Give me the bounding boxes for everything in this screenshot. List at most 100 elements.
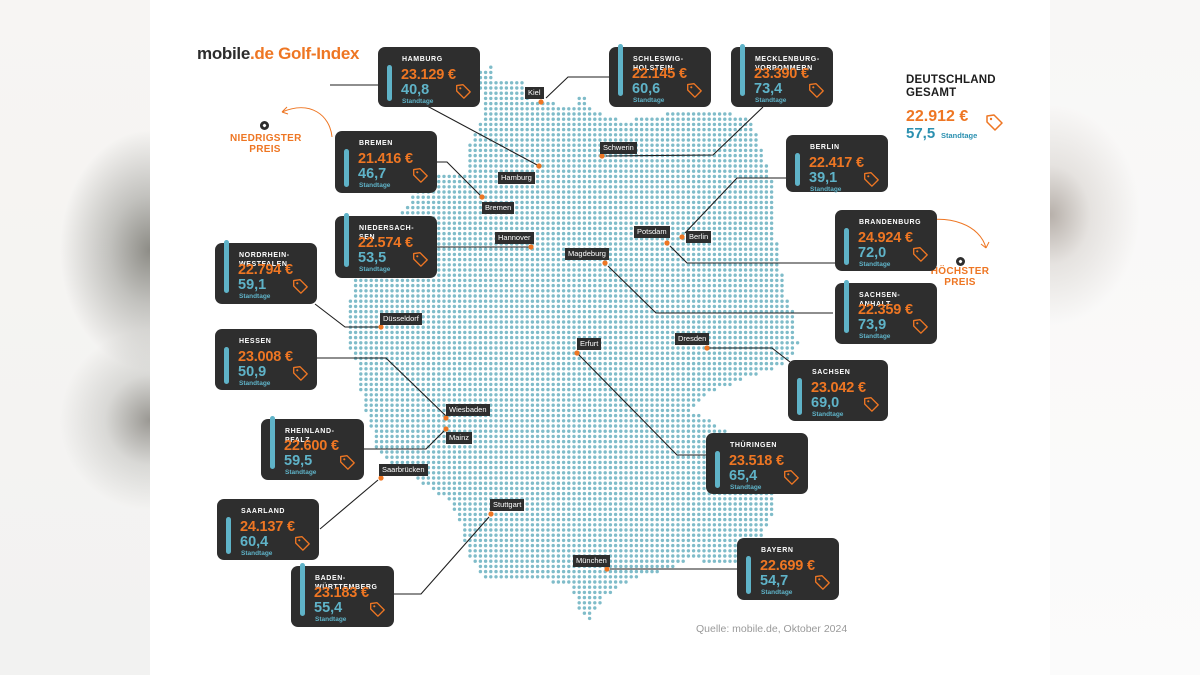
state-days: 59,5 [284, 453, 313, 469]
connector-line-hessen [315, 357, 447, 417]
state-card-sachsen-anhalt[interactable]: SACHSEN- ANHALT 22.359 €73,9 Standtage [835, 280, 937, 344]
teal-indicator-bar [300, 563, 305, 616]
state-days-label: Standtage [359, 266, 391, 273]
city-marker-hamburg[interactable] [536, 163, 542, 169]
state-card-brandenburg[interactable]: BRANDENBURG 24.924 €72,0 Standtage [835, 210, 937, 271]
city-marker-schleswig-holstein[interactable] [538, 99, 544, 105]
national-days: 57,5 [906, 125, 936, 142]
state-days: 73,4 [754, 81, 783, 97]
city-label-saarland: Saarbrücken [379, 464, 428, 476]
city-marker-bayern[interactable] [604, 566, 610, 572]
index-title: Golf-Index [278, 44, 360, 63]
connector-line-saarland [319, 479, 379, 530]
price-tag-icon [291, 277, 309, 295]
state-days: 73,9 [858, 317, 887, 333]
city-marker-thueringen[interactable] [574, 350, 580, 356]
teal-indicator-bar [387, 65, 392, 101]
connector-line-brandenburg [669, 245, 835, 264]
teal-indicator-bar [344, 213, 349, 267]
state-card-sachsen[interactable]: SACHSEN 23.042 €69,0 Standtage [788, 360, 888, 421]
brand-name: mobile [197, 44, 250, 63]
teal-indicator-bar [226, 517, 231, 554]
state-card-thueringen[interactable]: THÜRINGEN 23.518 €65,4 Standtage [706, 433, 808, 494]
state-name: SCHLESWIG- HOLSTEIN [633, 56, 684, 72]
state-card-schleswig-holstein[interactable]: SCHLESWIG- HOLSTEIN 22.145 €60,6 Standtage [609, 44, 711, 107]
city-marker-saarland[interactable] [378, 475, 384, 481]
national-days-label: Standtage [941, 131, 978, 140]
connector-line-bremen [437, 161, 483, 198]
state-name: BREMEN [359, 140, 393, 147]
state-name: SACHSEN [812, 369, 851, 376]
state-card-berlin[interactable]: BERLIN 22.417 €39,1 Standtage [786, 135, 888, 193]
state-card-niedersachsen[interactable]: NIEDERSACH- SEN 22.574 €53,5 Standtage [335, 213, 437, 278]
state-price: 22.145 € [632, 66, 687, 82]
state-card-mecklenburg-vorpommern[interactable]: MECKLENBURG- VORPOMMERN 23.390 €73,4 Stand… [731, 44, 833, 107]
teal-indicator-bar [344, 149, 349, 187]
price-tag-icon [911, 317, 929, 335]
city-label-hessen: Wiesbaden [446, 404, 490, 416]
city-marker-baden-wuerttemberg[interactable] [488, 511, 494, 517]
state-days-label: Standtage [761, 589, 793, 596]
highest-price-callout: HÖCHSTER PREIS [925, 266, 995, 288]
state-card-bayern[interactable]: BAYERN 22.699 €54,7 Standtage [737, 538, 839, 600]
state-card-bremen[interactable]: BREMEN 21.416 €46,7 Standtage [335, 131, 437, 193]
teal-indicator-bar [797, 378, 802, 415]
city-label-bayern: München [573, 555, 610, 567]
brand-dot-de: .de [250, 44, 274, 63]
city-label-brandenburg: Potsdam [634, 226, 670, 238]
state-days-label: Standtage [730, 484, 762, 491]
state-name: BADEN- WÜRTTEMBERG [315, 575, 378, 591]
city-marker-rheinland-pfalz[interactable] [443, 426, 449, 432]
state-days-label: Standtage [402, 98, 434, 105]
price-tag-icon [862, 170, 880, 188]
city-marker-sachsen-anhalt[interactable] [602, 260, 608, 266]
state-days: 60,4 [240, 534, 269, 550]
lowest-price-pin-icon [260, 121, 269, 130]
state-days: 54,7 [760, 573, 789, 589]
city-label-rheinland-pfalz: Mainz [446, 432, 473, 444]
price-tag-icon [291, 364, 309, 382]
connector-line-rheinland-pfalz [364, 430, 445, 450]
state-days-label: Standtage [239, 293, 271, 300]
city-marker-mecklenburg-vorpommern[interactable] [599, 153, 605, 159]
city-marker-niedersachsen[interactable] [528, 244, 534, 250]
teal-indicator-bar [224, 347, 229, 384]
city-marker-hessen[interactable] [443, 415, 449, 421]
state-price: 23.042 € [811, 380, 866, 396]
connector-line-baden-wuerttemberg [394, 516, 490, 595]
state-card-rheinland-pfalz[interactable]: RHEINLAND- PFALZ 22.600 €59,5 Standtage [261, 416, 364, 480]
state-card-hamburg[interactable]: HAMBURG 23.129 €40,8 Standtage [378, 47, 480, 107]
state-card-baden-wuerttemberg[interactable]: BADEN- WÜRTTEMBERG 23.183 €55,4 Standtage [291, 563, 394, 627]
city-marker-sachsen[interactable] [704, 345, 710, 351]
state-days-label: Standtage [810, 186, 842, 193]
state-price: 23.183 € [314, 585, 369, 601]
state-name: NIEDERSACH- SEN [359, 225, 415, 241]
state-card-hessen[interactable]: HESSEN 23.008 €50,9 Standtage [215, 329, 317, 390]
national-heading-line2: GESAMT [906, 87, 957, 99]
state-price: 23.008 € [238, 349, 293, 365]
state-name: MECKLENBURG- VORPOMMERN [755, 56, 820, 72]
state-price: 22.699 € [760, 558, 815, 574]
teal-indicator-bar [844, 280, 849, 333]
state-days: 39,1 [809, 170, 838, 186]
source-note: Quelle: mobile.de, Oktober 2024 [696, 623, 848, 635]
state-days-label: Standtage [755, 97, 787, 104]
state-card-nordrhein-westfalen[interactable]: NORDRHEIN- WESTFALEN 22.794 €59,1 Standtag… [215, 240, 317, 304]
lowest-price-line1: NIEDRIGSTER [230, 133, 302, 144]
teal-indicator-bar [270, 416, 275, 469]
state-days-label: Standtage [859, 261, 891, 268]
state-price: 24.924 € [858, 230, 913, 246]
city-marker-nordrhein-westfalen[interactable] [378, 324, 384, 330]
price-tag-icon [411, 166, 429, 184]
state-card-saarland[interactable]: SAARLAND 24.137 €60,4 Standtage [217, 499, 319, 560]
city-label-sachsen-anhalt: Magdeburg [565, 248, 609, 260]
city-marker-bremen[interactable] [479, 194, 485, 200]
state-days: 50,9 [238, 364, 267, 380]
city-marker-berlin[interactable] [679, 234, 685, 240]
city-marker-brandenburg[interactable] [664, 240, 670, 246]
state-price: 22.794 € [238, 262, 293, 278]
teal-indicator-bar [740, 44, 745, 96]
teal-indicator-bar [618, 44, 623, 96]
price-tag-icon [911, 245, 929, 263]
state-price: 22.600 € [284, 438, 339, 454]
